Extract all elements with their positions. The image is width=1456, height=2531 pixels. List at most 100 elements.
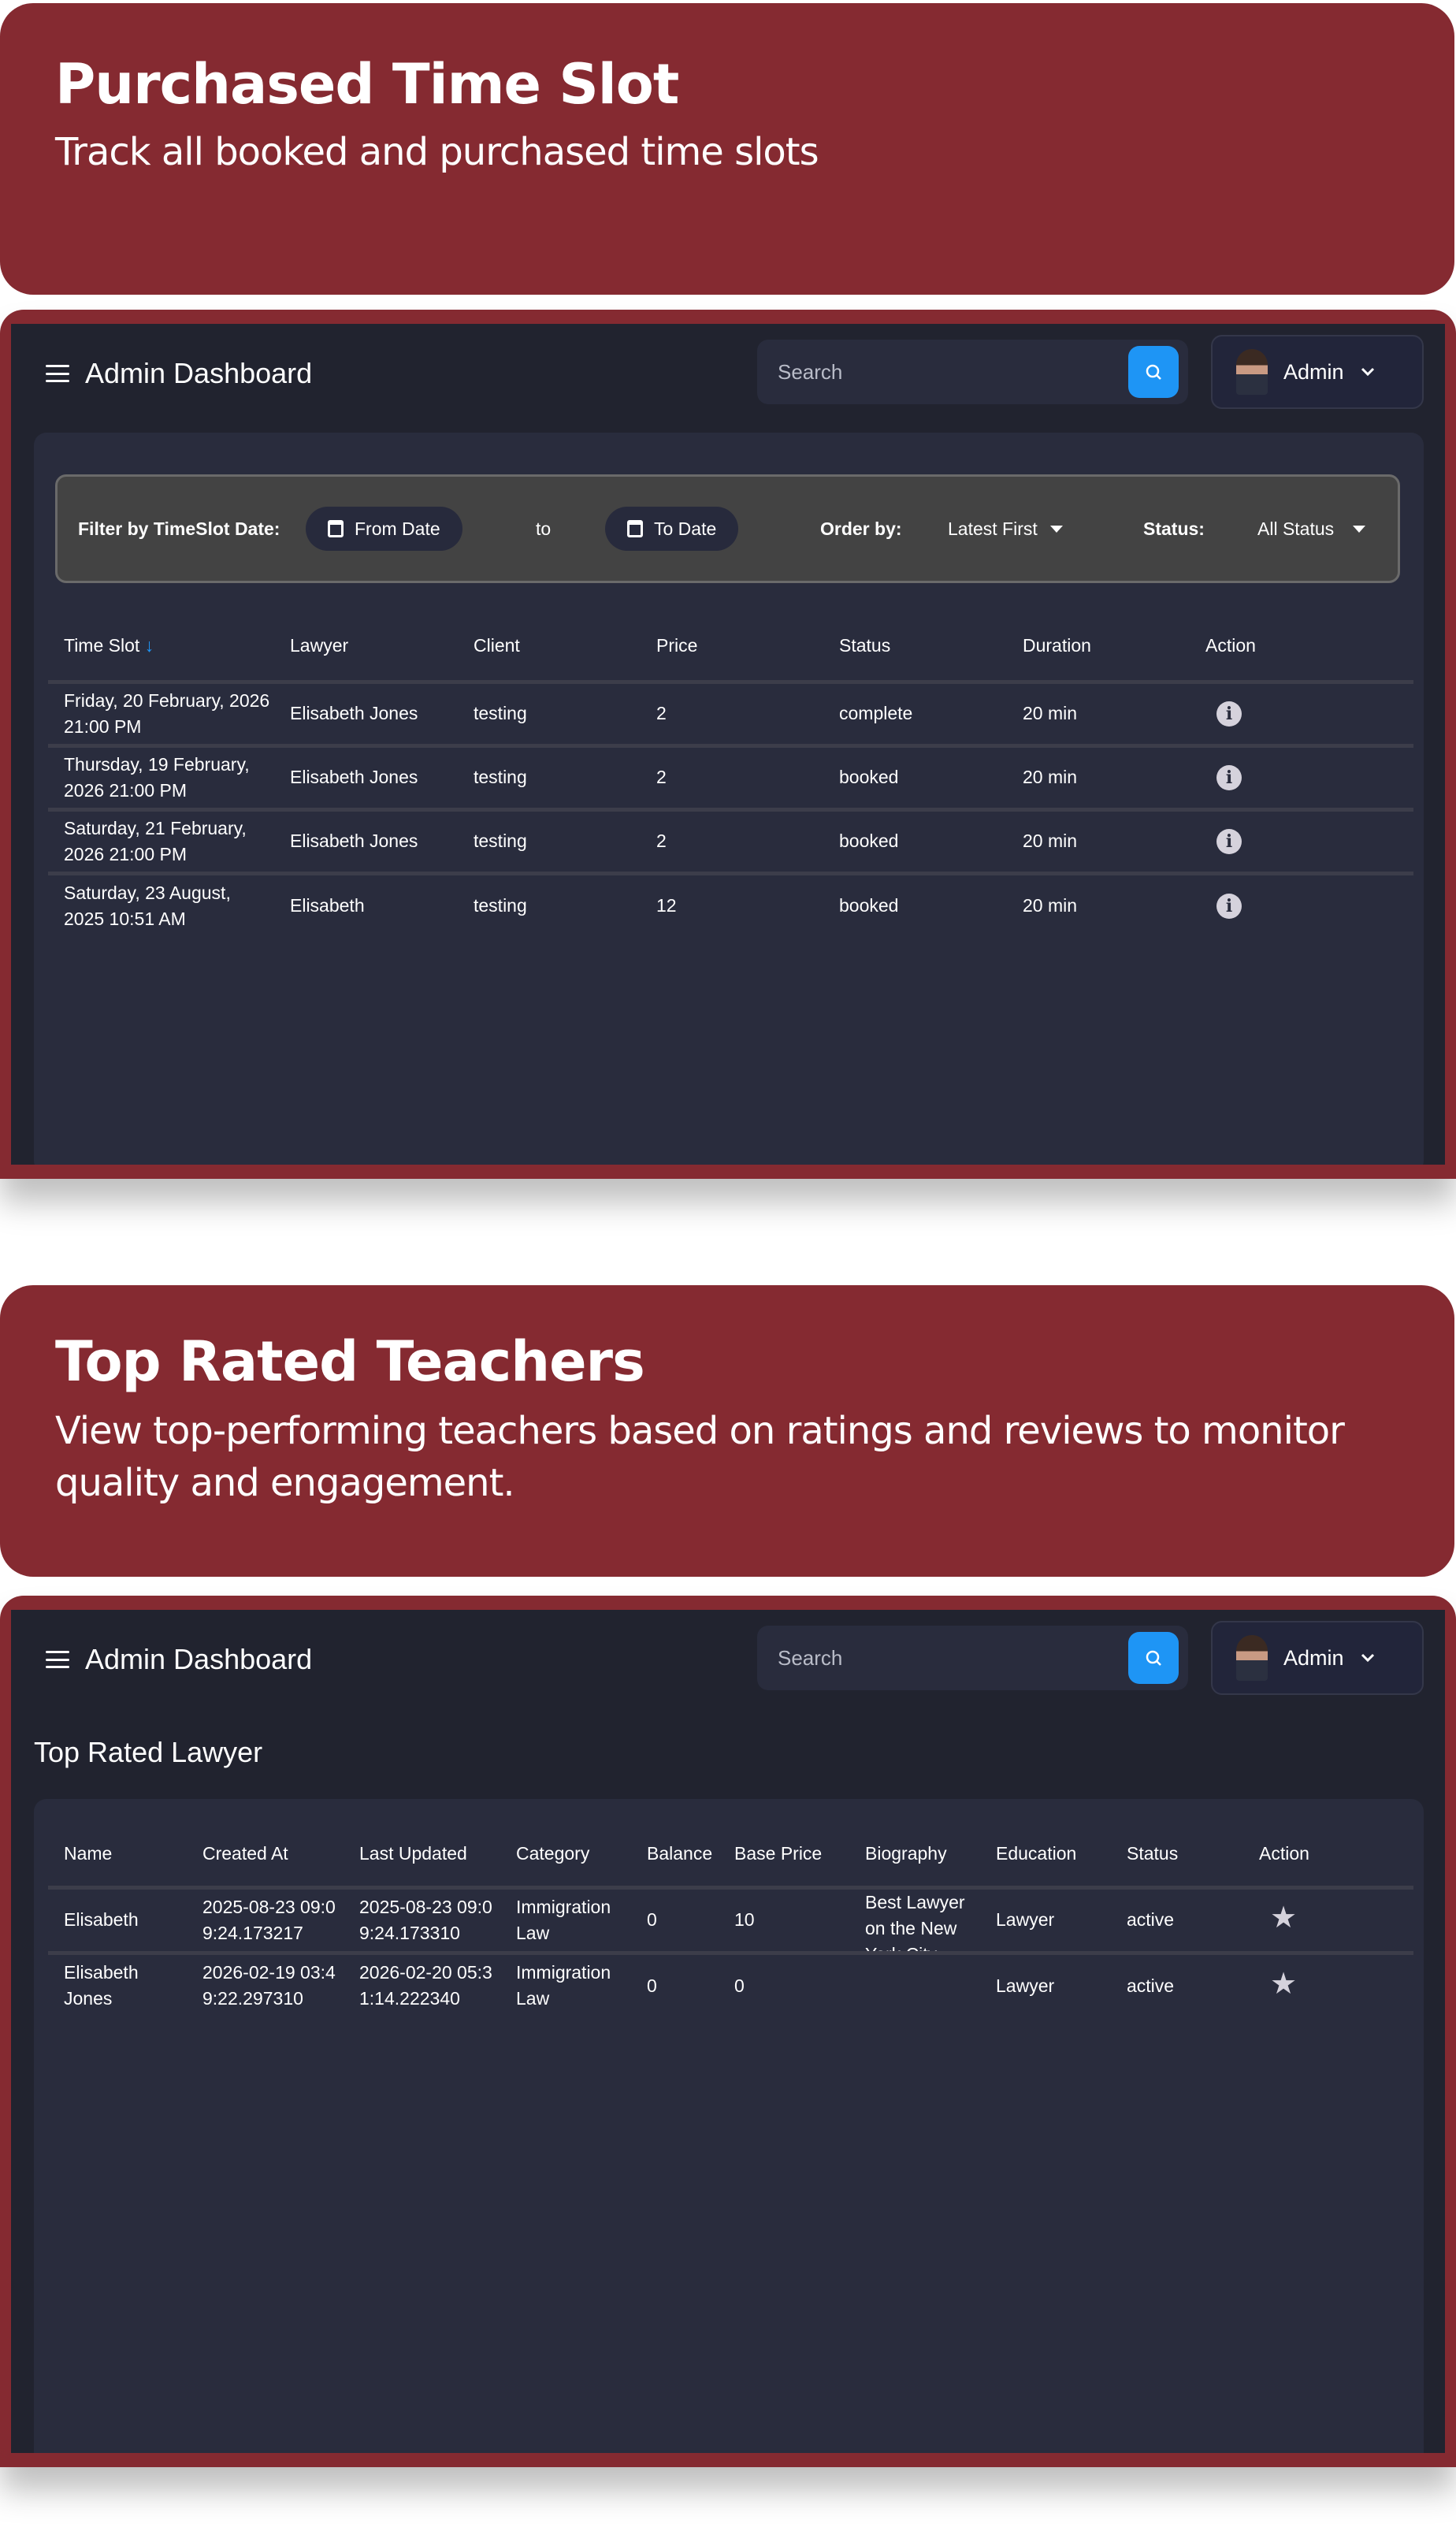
- cell-text: 0: [647, 1975, 657, 1996]
- from-date-button[interactable]: From Date: [306, 507, 462, 551]
- cell-duration: 20 min: [1007, 807, 1190, 873]
- cell-duration: 20 min: [1007, 679, 1190, 745]
- sort-down-icon[interactable]: ↓: [144, 635, 154, 656]
- user-name: Admin: [1283, 1645, 1344, 1670]
- cell-slot: Friday, 20 February, 2026 21:00 PM: [48, 679, 274, 745]
- cell-education: Lawyer: [980, 1885, 1111, 1953]
- col-balance: Balance: [647, 1843, 713, 1864]
- col-action: Action: [1259, 1843, 1309, 1864]
- cell-text: 2026-02-19 03:49:22.297310: [202, 1962, 336, 2009]
- table-row: Elisabeth Jones 2026-02-19 03:49:22.29731…: [48, 1950, 1413, 2017]
- calendar-icon: [627, 520, 643, 537]
- order-label: Order by:: [820, 518, 902, 539]
- section-subtitle: Track all booked and purchased time slot…: [55, 130, 819, 174]
- top-rated-table: Name Created At Last Updated Category Balanc…: [48, 1823, 1413, 2017]
- menu-icon[interactable]: [46, 1651, 69, 1668]
- cell-lawyer: Elisabeth Jones: [274, 679, 458, 745]
- cell-status: active: [1111, 1950, 1243, 2017]
- user-menu[interactable]: Admin: [1211, 335, 1424, 409]
- user-name: Admin: [1283, 359, 1344, 384]
- info-icon[interactable]: i: [1216, 829, 1242, 854]
- cell-client: testing: [458, 807, 641, 873]
- col-category: Category: [516, 1843, 590, 1864]
- cell-status: booked: [823, 743, 1007, 809]
- table-row: Elisabeth 2025-08-23 09:09:24.173217 2025-…: [48, 1885, 1413, 1953]
- caret-down-icon: [1049, 525, 1063, 533]
- avatar: [1236, 349, 1268, 395]
- cell-balance: 0: [631, 1950, 719, 2017]
- search-button[interactable]: [1128, 346, 1179, 398]
- table-row: Thursday, 19 February, 2026 21:00 PM Elis…: [48, 743, 1413, 809]
- avatar: [1236, 1635, 1268, 1681]
- table-row: Saturday, 21 February, 2026 21:00 PM Elis…: [48, 807, 1413, 873]
- info-icon[interactable]: i: [1216, 701, 1242, 727]
- col-education: Education: [996, 1843, 1077, 1864]
- col-base-price: Base Price: [734, 1843, 823, 1864]
- cell-price: 2: [641, 743, 823, 809]
- search-input[interactable]: [778, 340, 1109, 404]
- cell-text: Lawyer: [996, 1909, 1055, 1930]
- to-date-button[interactable]: To Date: [605, 507, 739, 551]
- cell-action: ★: [1243, 1950, 1413, 2017]
- chevron-down-icon: [1361, 367, 1374, 377]
- col-action: Action: [1205, 635, 1256, 656]
- cell-action: i: [1190, 807, 1413, 873]
- cell-name: Elisabeth Jones: [48, 1950, 187, 2017]
- dashboard-screenshot-top-rated: Admin Dashboard Admin Top Rated Lawyer N…: [0, 1596, 1456, 2467]
- order-select[interactable]: Latest First: [948, 518, 1063, 540]
- col-last-updated: Last Updated: [359, 1843, 467, 1864]
- search-input[interactable]: [778, 1626, 1109, 1690]
- from-date-label: From Date: [355, 518, 440, 539]
- app-title: Admin Dashboard: [85, 1643, 313, 1675]
- cell-slot: Saturday, 21 February, 2026 21:00 PM: [48, 807, 274, 873]
- user-menu[interactable]: Admin: [1211, 1621, 1424, 1695]
- menu-icon[interactable]: [46, 365, 69, 382]
- cell-status: booked: [823, 871, 1007, 937]
- col-lawyer: Lawyer: [290, 635, 349, 656]
- cell-text: Lawyer: [996, 1975, 1055, 1996]
- navbar-title: Admin Dashboard: [46, 1643, 312, 1676]
- order-value: Latest First: [948, 518, 1038, 539]
- table-row: Saturday, 23 August, 2025 10:51 AM Elisab…: [48, 871, 1413, 937]
- cell-action: ★: [1243, 1885, 1413, 1953]
- status-select[interactable]: All Status: [1257, 518, 1366, 540]
- caret-down-icon: [1353, 525, 1366, 533]
- cell-text: 2025-08-23 09:09:24.173310: [359, 1896, 492, 1943]
- calendar-icon: [328, 520, 344, 537]
- search-button[interactable]: [1128, 1632, 1179, 1684]
- cell-client: testing: [458, 679, 641, 745]
- timeslot-table: Time Slot ↓ Lawyer Client Price Status D…: [48, 612, 1413, 937]
- cell-text: active: [1127, 1909, 1175, 1930]
- cell-text: active: [1127, 1975, 1175, 1996]
- cell-text: 10: [734, 1909, 755, 1930]
- table-row: Friday, 20 February, 2026 21:00 PM Elisab…: [48, 679, 1413, 745]
- app-title: Admin Dashboard: [85, 357, 313, 389]
- cell-created: 2026-02-19 03:49:22.297310: [187, 1950, 344, 2017]
- cell-created: 2025-08-23 09:09:24.173217: [187, 1885, 344, 1953]
- search-icon: [1146, 364, 1161, 380]
- table-header: Time Slot ↓ Lawyer Client Price Status D…: [48, 612, 1413, 682]
- cell-price: 2: [641, 807, 823, 873]
- cell-price: 12: [641, 871, 823, 937]
- status-value: All Status: [1257, 518, 1335, 539]
- cell-bio: [849, 1950, 980, 2017]
- dashboard-screenshot-timeslots: Admin Dashboard Admin Filter by TimeSlot…: [0, 310, 1456, 1179]
- to-label: to: [536, 518, 552, 539]
- search-box: [757, 340, 1188, 404]
- info-icon[interactable]: i: [1216, 765, 1242, 790]
- cell-slot: Saturday, 23 August, 2025 10:51 AM: [48, 871, 274, 937]
- cell-updated: 2026-02-20 05:31:14.222340: [344, 1950, 500, 2017]
- cell-text: Elisabeth Jones: [64, 1962, 139, 2009]
- cell-action: i: [1190, 871, 1413, 937]
- col-price: Price: [656, 635, 698, 656]
- cell-balance: 0: [631, 1885, 719, 1953]
- col-time-slot[interactable]: Time Slot ↓: [64, 635, 154, 656]
- star-icon[interactable]: ★: [1270, 1901, 1298, 1934]
- info-icon[interactable]: i: [1216, 894, 1242, 920]
- navbar-title: Admin Dashboard: [46, 357, 312, 390]
- star-icon[interactable]: ★: [1270, 1967, 1298, 2001]
- cell-category: Immigration Law: [500, 1950, 631, 2017]
- cell-status: booked: [823, 807, 1007, 873]
- cell-action: i: [1190, 679, 1413, 745]
- timeslot-panel: Filter by TimeSlot Date: From Date to To…: [34, 433, 1424, 1165]
